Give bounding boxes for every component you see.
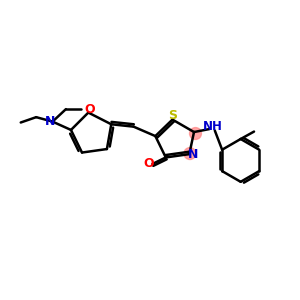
Text: S: S [168,109,177,122]
Text: O: O [85,103,95,116]
Text: NH: NH [203,120,223,133]
Text: O: O [143,158,154,170]
Text: N: N [188,148,199,161]
Circle shape [184,148,196,160]
Text: N: N [45,115,55,128]
Circle shape [190,128,201,140]
